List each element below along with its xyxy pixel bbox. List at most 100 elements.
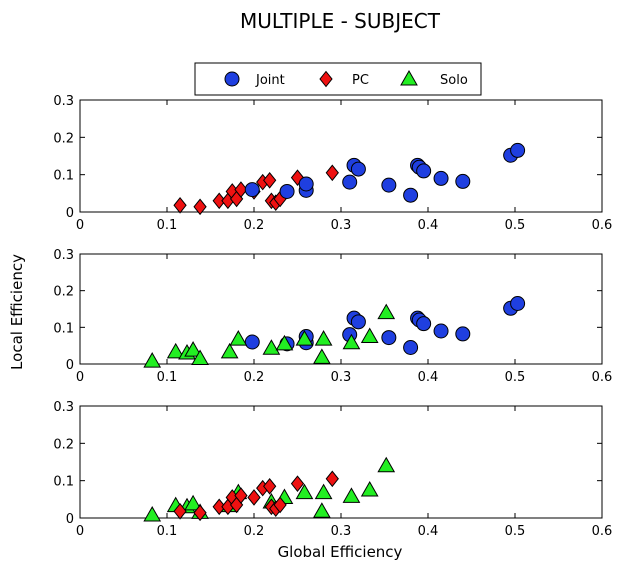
x-tick-label: 0.3 [331, 218, 352, 233]
data-point-pc [273, 496, 287, 514]
legend-label-solo: Solo [440, 73, 468, 88]
data-point-joint [455, 326, 471, 342]
data-point-joint [244, 334, 260, 350]
legend-marker-solo [400, 69, 418, 86]
y-tick-label: 0 [66, 206, 74, 221]
y-tick-label: 0.2 [53, 285, 74, 300]
y-tick-label: 0.1 [53, 475, 74, 490]
x-tick-label: 0 [76, 218, 84, 233]
x-tick-label: 0.5 [505, 370, 526, 385]
data-point-joint [350, 314, 366, 330]
data-point-pc [290, 475, 305, 492]
x-tick-label: 0.5 [505, 524, 526, 539]
data-point-solo [184, 494, 202, 511]
data-point-solo [275, 334, 294, 351]
data-point-joint [510, 296, 526, 311]
x-tick-label: 0.5 [505, 218, 526, 233]
data-point-joint [298, 176, 314, 192]
y-tick-label: 0 [66, 512, 74, 527]
data-point-pc [234, 487, 248, 504]
data-point-joint [455, 173, 471, 189]
series-solo [143, 303, 396, 368]
data-point-solo [314, 330, 333, 346]
data-point-pc [173, 502, 187, 520]
legend-item-joint: Joint [224, 71, 285, 88]
data-point-solo [166, 342, 185, 359]
data-point-solo [342, 487, 361, 503]
data-point-solo [342, 333, 361, 350]
legend-label-joint: Joint [255, 73, 285, 88]
y-tick-label: 0.3 [53, 94, 74, 109]
legend-item-pc: PC [319, 70, 369, 88]
data-point-pc [173, 196, 187, 214]
y-tick-label: 0.1 [53, 321, 74, 336]
subplot-3: 0 0.1 0.2 0.3 0.4 0.5 0.6 0 0.1 0.2 0.3 [53, 400, 612, 539]
y-axis-label: Local Efficiency [8, 254, 26, 370]
legend-label-pc: PC [352, 73, 369, 88]
series-pc [173, 470, 339, 522]
subplot-1: 0 0.1 0.2 0.3 0.4 0.5 0.6 0 0.1 0.2 0.3 [53, 94, 612, 233]
y-tick-label: 0.1 [53, 169, 74, 184]
y-tick-label: 0.2 [53, 131, 74, 146]
data-point-pc [325, 470, 339, 488]
x-tick-label: 0.4 [418, 524, 439, 539]
data-point-joint [342, 174, 358, 190]
data-point-joint [403, 187, 419, 203]
data-point-joint [279, 183, 295, 199]
chart-title: MULTIPLE - SUBJECT [240, 9, 441, 33]
x-tick-label: 0.6 [592, 524, 613, 539]
plot-frame [79, 99, 603, 213]
data-point-solo [143, 506, 162, 522]
plot-frame [79, 253, 603, 365]
legend-marker-pc [319, 70, 333, 88]
data-point-joint [416, 316, 432, 332]
y-tick-label: 0 [66, 358, 74, 373]
x-tick-label: 0.6 [592, 370, 613, 385]
data-point-solo [262, 339, 281, 355]
data-point-solo [360, 327, 379, 343]
data-point-solo [312, 348, 331, 364]
y-tick-label: 0.3 [53, 400, 74, 415]
data-point-pc [212, 498, 226, 516]
x-tick-label: 0 [76, 524, 84, 539]
legend: Joint PC Solo [194, 62, 482, 96]
data-point-pc [212, 192, 226, 210]
legend-marker-joint [224, 71, 240, 87]
data-point-joint [433, 323, 449, 339]
y-tick-label: 0.3 [53, 248, 74, 263]
subplot-2: 0 0.1 0.2 0.3 0.4 0.5 0.6 0 0.1 0.2 0.3 [53, 248, 612, 385]
data-point-pc [193, 504, 207, 522]
x-tick-label: 0.3 [331, 370, 352, 385]
x-tick-label: 0.2 [244, 218, 265, 233]
x-tick-label: 0.1 [157, 218, 178, 233]
x-tick-label: 0.1 [157, 524, 178, 539]
data-point-solo [184, 341, 202, 357]
series-joint [244, 142, 526, 203]
x-axis-label: Global Efficiency [278, 543, 403, 561]
data-point-joint [433, 170, 449, 186]
data-point-solo [143, 352, 162, 368]
data-point-joint [416, 163, 432, 179]
legend-box [194, 62, 482, 96]
data-point-joint [350, 161, 366, 177]
data-point-joint [510, 142, 526, 158]
data-point-solo [191, 349, 209, 365]
data-point-solo [377, 303, 396, 320]
data-point-joint [381, 330, 397, 346]
data-point-joint [381, 177, 397, 193]
x-tick-label: 0.2 [244, 370, 265, 385]
data-point-pc [263, 171, 277, 189]
x-tick-label: 0.6 [592, 218, 613, 233]
data-point-pc [325, 164, 339, 182]
x-tick-label: 0 [76, 370, 84, 385]
data-point-solo [229, 330, 248, 346]
data-point-solo [314, 483, 333, 500]
data-point-pc [193, 198, 207, 216]
y-tick-label: 0.2 [53, 437, 74, 452]
data-point-solo [377, 456, 396, 473]
data-point-pc [234, 181, 248, 198]
data-point-joint [244, 182, 260, 198]
legend-item-solo: Solo [400, 69, 468, 88]
x-tick-label: 0.2 [244, 524, 265, 539]
